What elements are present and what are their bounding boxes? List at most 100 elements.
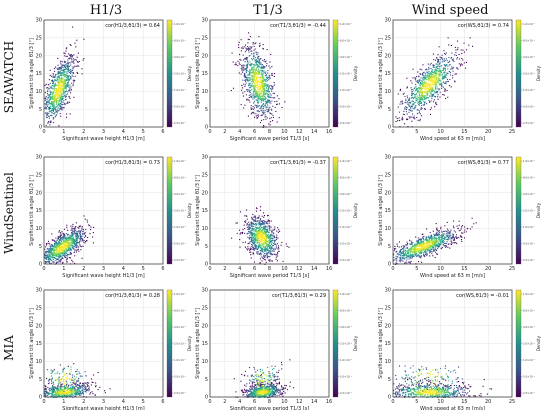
density-bin (257, 106, 259, 108)
density-bin (260, 98, 262, 100)
density-bin (254, 91, 257, 93)
density-bin (240, 39, 242, 41)
density-bin (270, 243, 273, 245)
density-bin (93, 226, 95, 228)
density-bin (253, 77, 255, 79)
density-bin (402, 255, 404, 257)
density-bin (259, 61, 261, 63)
density-bin (49, 108, 51, 110)
density-bin (276, 103, 278, 105)
density-bin (59, 80, 61, 82)
density-bin (257, 253, 259, 255)
density-bin (250, 251, 252, 253)
density-bin (64, 252, 66, 254)
density-bin (75, 65, 77, 67)
density-bin (421, 98, 423, 100)
density-bin (260, 240, 263, 242)
density-bin (270, 251, 272, 253)
density-bin (65, 251, 67, 253)
density-bin (262, 232, 264, 234)
density-bin (60, 252, 63, 254)
density-bin (67, 78, 69, 80)
density-bin (252, 102, 255, 104)
density-bin (413, 115, 415, 117)
density-bin (71, 238, 73, 240)
density-bin (258, 111, 260, 113)
density-bin (268, 234, 270, 236)
density-bin (427, 97, 429, 99)
density-bin (61, 100, 63, 102)
density-bin (270, 88, 273, 90)
density-bin (81, 68, 83, 70)
density-bin (52, 254, 54, 256)
density-bin (447, 234, 449, 237)
density-bin (424, 243, 426, 245)
density-bin (62, 67, 64, 69)
y-axis-label: Significant tilt angle θ1/3 [°] (378, 38, 384, 109)
density-bin (74, 227, 76, 229)
density-bin (433, 245, 436, 247)
density-bin (271, 260, 273, 262)
density-bin (74, 238, 76, 241)
density-bin (242, 69, 244, 71)
density-bin (62, 73, 64, 75)
density-bin (239, 53, 241, 56)
density-bin (54, 106, 56, 108)
density-bin (443, 82, 445, 84)
density-bin (395, 262, 397, 264)
density-bin (57, 76, 60, 78)
density-bin (253, 235, 255, 237)
density-bin (263, 232, 265, 234)
density-bin (68, 241, 70, 243)
density-bin (81, 240, 83, 242)
density-bin (250, 108, 252, 111)
density-bin (47, 258, 49, 260)
density-bin (65, 74, 67, 76)
density-bin (64, 81, 67, 83)
density-bin (45, 257, 47, 259)
density-bin (426, 71, 428, 73)
density-bin (49, 90, 51, 92)
density-bin (240, 50, 242, 52)
density-bin (83, 241, 85, 243)
y-tick-label: 25 (202, 173, 208, 179)
density-bin (411, 248, 413, 251)
density-bin (424, 91, 427, 94)
density-bin (259, 77, 261, 79)
density-bin (254, 87, 256, 89)
density-bin (266, 252, 268, 254)
density-bin (62, 95, 64, 97)
density-bin (449, 71, 451, 74)
colorbar-tick-label: 1.0×10⁻³ (523, 88, 535, 92)
density-bin (48, 261, 50, 263)
density-bin (59, 113, 61, 115)
density-bin (56, 90, 58, 92)
density-bin (260, 99, 262, 101)
density-bin (60, 86, 62, 88)
density-bin (442, 236, 444, 238)
density-bin (68, 65, 71, 68)
density-bin (58, 242, 60, 245)
density-bin (75, 249, 77, 251)
density-bin (84, 231, 86, 234)
density-bin (46, 261, 48, 263)
density-bin (249, 249, 251, 251)
density-bin (249, 91, 251, 93)
density-bin (253, 92, 255, 94)
density-bin (231, 237, 233, 239)
density-bin (257, 57, 259, 60)
density-bin (260, 95, 262, 98)
density-bin (244, 221, 246, 224)
density-bin (60, 237, 62, 239)
density-bin (412, 89, 414, 91)
density-bin (255, 95, 257, 97)
density-bin (435, 75, 437, 77)
density-bin (265, 248, 267, 250)
density-bin (420, 82, 422, 85)
column-title-wind-speed: Wind speed (412, 3, 489, 18)
density-bin (72, 79, 74, 81)
x-tick-label: 3 (102, 266, 105, 272)
density-bin (48, 250, 50, 253)
density-bin (421, 115, 423, 117)
density-bin (259, 45, 261, 47)
